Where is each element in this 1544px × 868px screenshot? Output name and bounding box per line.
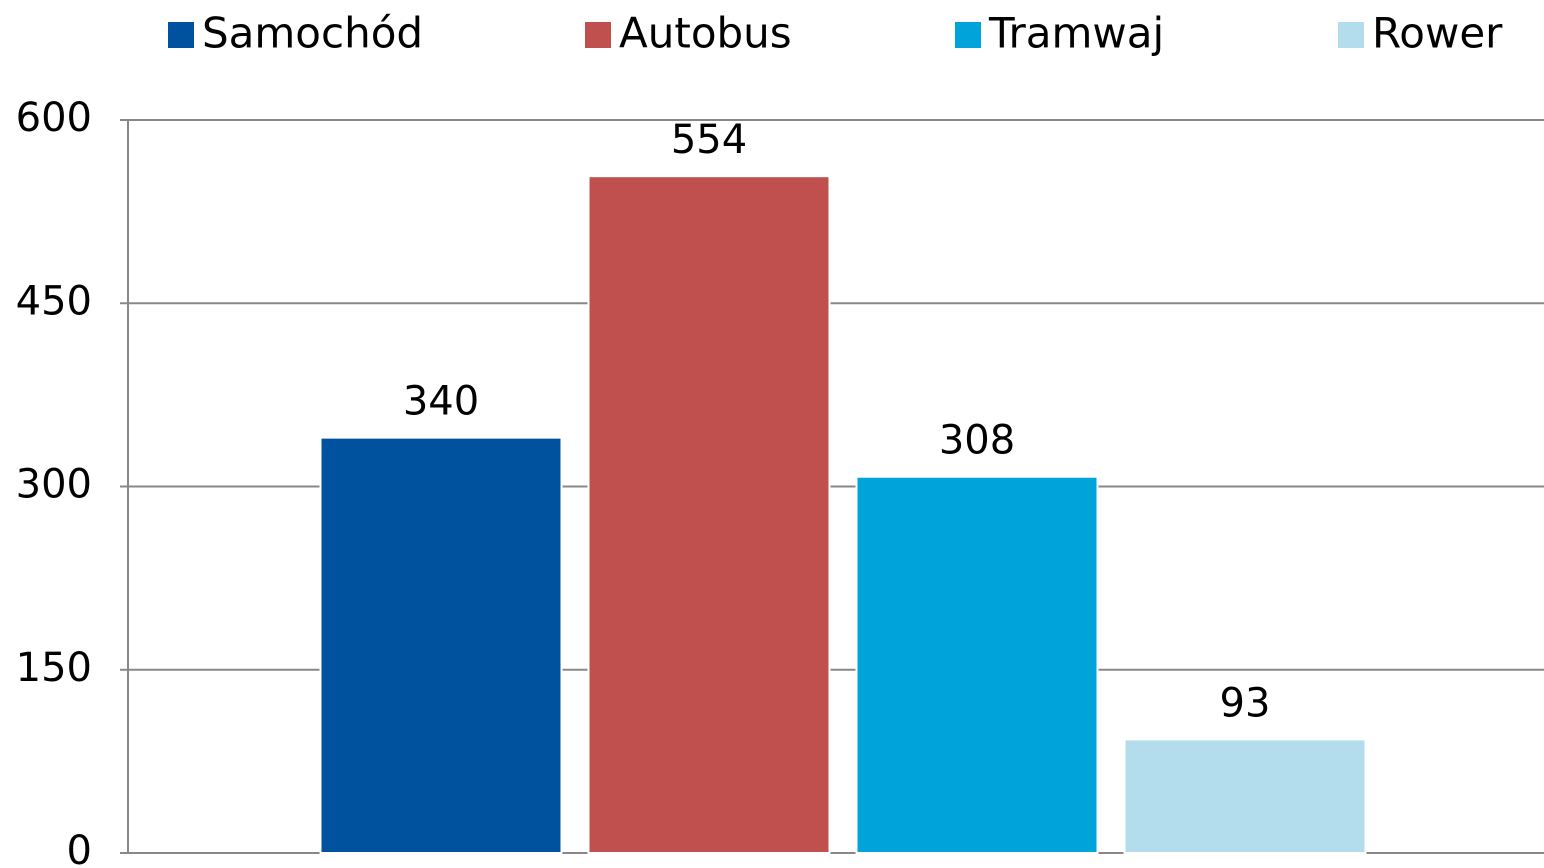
- y-tick-label: 0: [67, 828, 92, 868]
- y-tick-label: 150: [16, 645, 92, 691]
- y-tick-label: 600: [16, 95, 92, 141]
- legend-swatch: [1338, 22, 1364, 48]
- bar: [587, 175, 831, 855]
- y-tick-label: 300: [16, 462, 92, 508]
- data-label: 554: [671, 117, 747, 163]
- legend-swatch: [168, 22, 194, 48]
- bar: [1123, 738, 1367, 855]
- legend-label: Samochód: [202, 9, 423, 58]
- bar: [855, 475, 1099, 854]
- legend-label: Tramwaj: [988, 9, 1164, 58]
- data-label: 340: [403, 379, 479, 425]
- legend-swatch: [585, 22, 611, 48]
- legend-label: Rower: [1372, 9, 1503, 58]
- data-label: 93: [1220, 680, 1271, 726]
- legend-label: Autobus: [619, 9, 792, 58]
- bar: [319, 436, 563, 854]
- y-tick-label: 450: [16, 278, 92, 324]
- legend-swatch: [955, 22, 981, 48]
- data-label: 308: [939, 418, 1015, 464]
